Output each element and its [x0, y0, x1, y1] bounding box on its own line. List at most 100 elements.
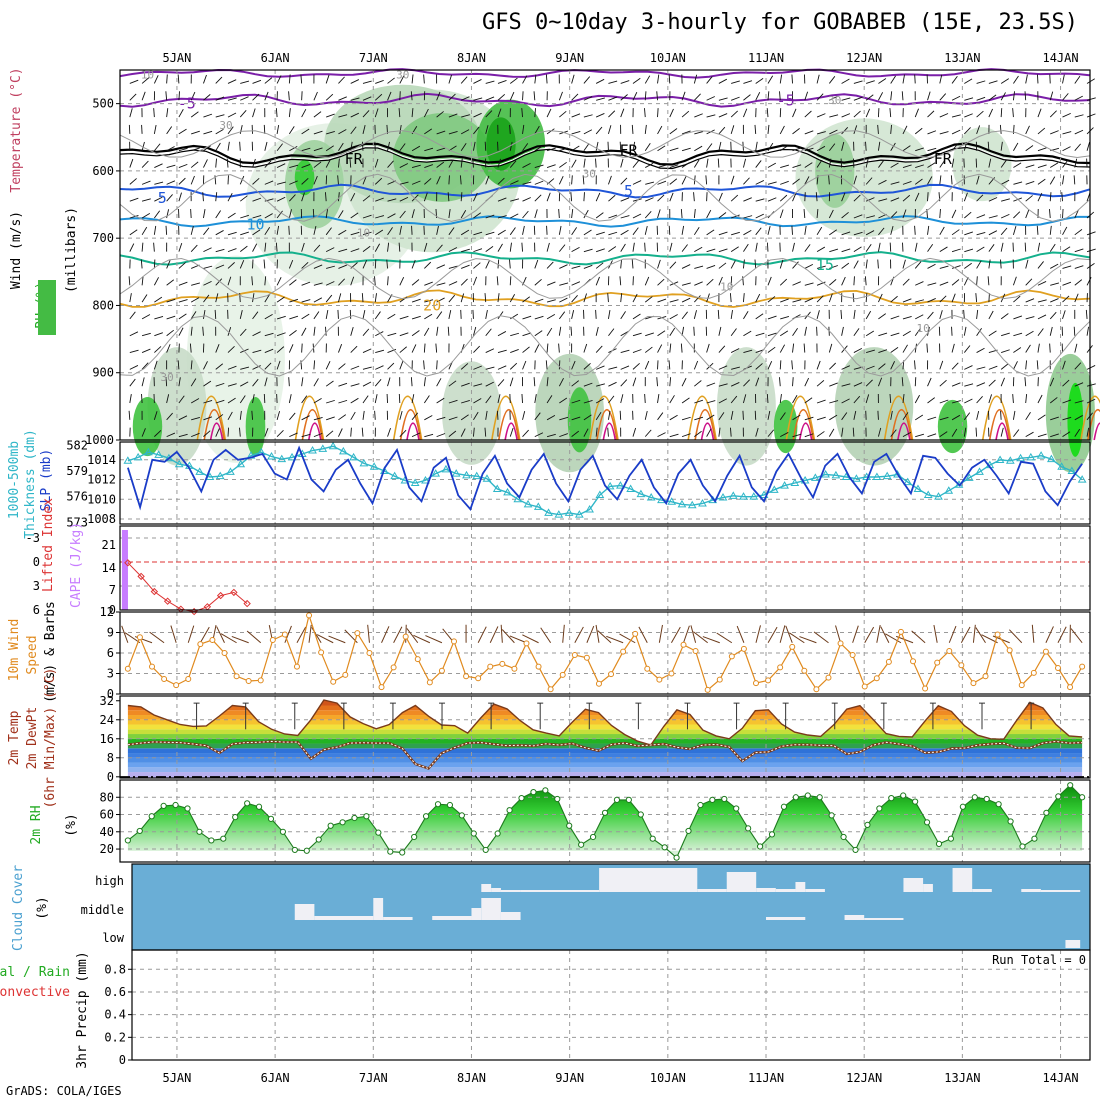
- wind-barb: [583, 229, 592, 236]
- heat-plume: [1093, 422, 1100, 441]
- wind-barb: [411, 145, 421, 152]
- wind-barb: [841, 427, 844, 437]
- rh-point: [601, 809, 609, 816]
- wind-barb: [620, 215, 630, 219]
- thickness-point: [923, 490, 933, 498]
- wind-barb: [387, 332, 397, 337]
- wind-barb: [215, 230, 224, 236]
- wind-barb: [141, 362, 149, 370]
- wind-barb: [571, 265, 581, 269]
- wind-barb: [141, 348, 151, 353]
- wind-barb: [362, 96, 372, 101]
- wind-barb: [239, 110, 247, 118]
- wind-barb: [497, 394, 501, 404]
- wind-barb: [964, 231, 973, 236]
- wind-barb: [534, 344, 540, 353]
- wind-barb: [583, 264, 593, 269]
- wind-barb: [1086, 365, 1096, 370]
- wind-barb-10m: [595, 624, 600, 643]
- wind-barb: [313, 111, 322, 118]
- wind-barb: [435, 343, 438, 353]
- rh-point: [1031, 835, 1038, 842]
- wind-barb: [546, 313, 556, 320]
- wind-speed-point: [293, 663, 300, 670]
- wind-barb: [289, 298, 299, 303]
- wind-barb: [399, 163, 409, 168]
- wind-barb-10m: [933, 624, 938, 643]
- wind-barb: [866, 349, 875, 353]
- contour-freezing-inner: [119, 145, 1090, 169]
- temp-band: [127, 767, 1083, 773]
- wind-barb: [1025, 394, 1028, 404]
- temp-hgrid: [120, 719, 1090, 759]
- wind-barb: [534, 298, 544, 303]
- wind-barb: [326, 130, 335, 135]
- wind-barb: [1074, 143, 1081, 152]
- wind-barb: [755, 160, 762, 168]
- wind-barb: [276, 143, 283, 152]
- run-total: Run Total = 0: [992, 953, 1086, 967]
- wind-barb: [767, 410, 771, 420]
- thickness-point: [728, 491, 738, 499]
- wind-barb: [546, 225, 548, 235]
- wind-barb: [1000, 377, 1005, 387]
- wind-barb: [473, 79, 482, 84]
- wind-barb: [252, 378, 259, 387]
- wind-barb: [313, 147, 323, 152]
- contour-5: [119, 183, 1090, 199]
- rh-point: [661, 844, 668, 851]
- contour-label: 5: [158, 189, 167, 207]
- wind-barb: [853, 309, 856, 319]
- heat-plume: [399, 408, 422, 441]
- wind-barb: [816, 265, 826, 269]
- wind-barb: [669, 192, 674, 202]
- wind-barb: [534, 180, 544, 185]
- wind-barb: [178, 91, 180, 101]
- wind-barb: [534, 432, 544, 438]
- wind-barb: [816, 131, 826, 135]
- wind-barb: [571, 295, 578, 303]
- wind-barb: [375, 229, 384, 236]
- rh-point: [232, 814, 239, 821]
- wind-barb: [484, 293, 487, 303]
- wind-speed-line: [127, 613, 1083, 691]
- wind-label: Wind (m/s): [9, 211, 24, 289]
- wind-barb: [902, 125, 908, 135]
- wind-barb: [387, 377, 391, 387]
- wind-barb: [608, 366, 618, 370]
- wind-barb: [816, 380, 825, 387]
- wind-barb: [914, 178, 923, 185]
- wind-speed-point: [438, 667, 445, 674]
- wind-barb: [140, 259, 143, 269]
- thickness-point: [687, 500, 697, 509]
- wind-barb: [878, 78, 887, 84]
- wind-barb: [325, 430, 334, 437]
- wind-barb: [325, 209, 329, 219]
- wind-barb: [423, 343, 426, 353]
- wind-speed-point: [1079, 663, 1086, 670]
- wind-speed-point: [994, 631, 1001, 638]
- wind-barb: [1049, 110, 1057, 118]
- wind-speed-point: [269, 637, 276, 644]
- wind-barb: [288, 108, 291, 118]
- wind-barb: [988, 197, 998, 202]
- wind-barb: [951, 75, 958, 84]
- rh-point: [196, 828, 203, 835]
- heat-plume: [694, 408, 716, 441]
- wind-barb: [460, 143, 467, 151]
- thickness-point: [718, 493, 728, 501]
- cloud-bars: [294, 868, 1081, 948]
- wind-barb: [914, 343, 917, 353]
- wind-barb: [227, 262, 235, 269]
- thickness-point: [739, 492, 748, 500]
- wind-barb: [240, 214, 249, 219]
- wind-barb: [608, 96, 617, 101]
- wind-barb: [865, 243, 872, 252]
- wind-barb: [644, 91, 647, 101]
- cloud-bar-high: [1040, 890, 1081, 892]
- wind-barb: [596, 97, 605, 101]
- wind-barb: [215, 382, 225, 387]
- temp-band: [127, 757, 1083, 763]
- upper-ytick: 800: [92, 298, 114, 312]
- wind-speed-point: [668, 670, 675, 677]
